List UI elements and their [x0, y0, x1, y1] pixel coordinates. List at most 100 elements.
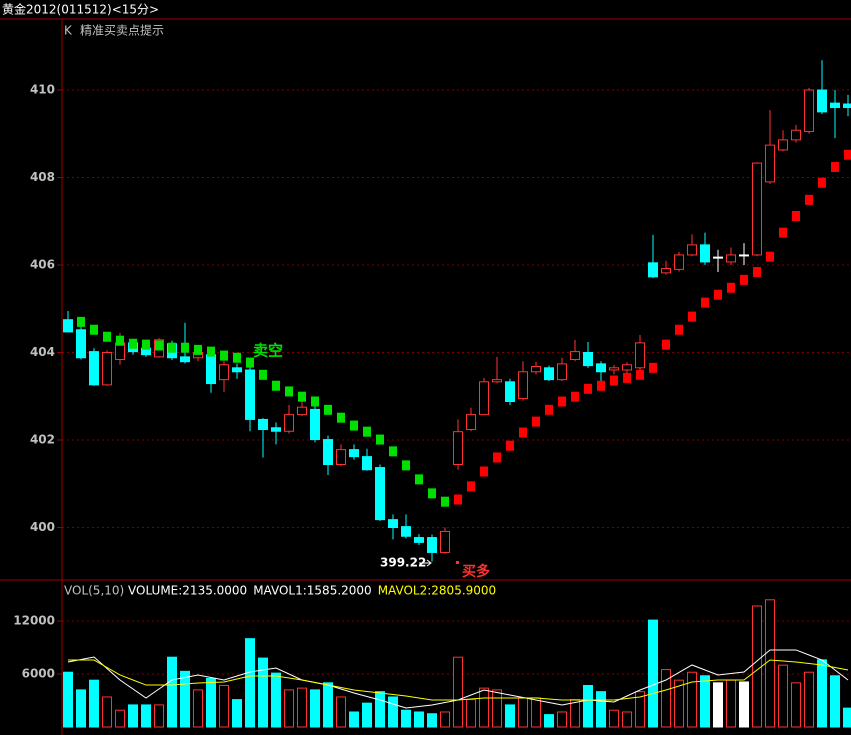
signal-marker [818, 177, 826, 188]
volume-bar [89, 679, 99, 728]
volume-bar [440, 711, 450, 728]
candle-body [739, 254, 749, 257]
annotation: 399.22 [380, 556, 426, 570]
volume-bar [583, 684, 593, 728]
signal-marker [454, 494, 462, 505]
signal-marker [77, 316, 85, 327]
volume-bar [817, 659, 827, 728]
candle-body [791, 129, 801, 141]
volume-bar [700, 675, 710, 728]
candle-body [180, 356, 190, 363]
volume-readout: VOLUME:2135.0000 [128, 584, 247, 598]
volume-bar [635, 691, 645, 728]
volume-bar [518, 697, 528, 728]
signal-marker [831, 162, 839, 172]
signal-marker [298, 391, 306, 402]
volume-label: VOL(5,10) [64, 584, 124, 598]
signal-marker [155, 340, 163, 351]
candle-body [414, 537, 424, 543]
candle-body [505, 381, 515, 402]
signal-marker [441, 496, 449, 507]
signal-marker [376, 434, 384, 445]
annotation: 买多 [462, 563, 490, 580]
candle-body [336, 449, 346, 465]
volume-bar [206, 677, 216, 728]
volume-bar [570, 699, 580, 728]
signal-marker [714, 289, 722, 300]
y-tick-label: 12000 [13, 613, 55, 627]
volume-bar [336, 696, 346, 728]
volume-bar [76, 689, 86, 728]
candle-body [310, 408, 320, 441]
volume-bar [752, 605, 762, 728]
candle-body [700, 244, 710, 263]
volume-bar [193, 689, 203, 728]
volume-bar [310, 689, 320, 728]
candle-body [713, 256, 723, 259]
volume-bar [271, 672, 281, 728]
candle-body [76, 329, 86, 359]
candle-body [349, 449, 359, 458]
signal-marker [558, 396, 566, 407]
candle-body [102, 352, 112, 386]
volume-bar [843, 707, 851, 728]
signal-marker [350, 420, 358, 431]
candle-body [635, 342, 645, 369]
candle-body [453, 431, 463, 465]
volume-bar [544, 714, 554, 728]
volume-bar [791, 682, 801, 728]
volume-bar [479, 687, 489, 728]
y-tick-label: 406 [30, 258, 55, 272]
signal-marker [389, 446, 397, 457]
candle-body [687, 244, 697, 256]
volume-bar [258, 657, 268, 728]
signal-marker [792, 211, 800, 221]
volume-bar [713, 682, 723, 728]
volume-bar [427, 713, 437, 728]
volume-bar [141, 704, 151, 728]
signal-marker [610, 375, 618, 386]
candle-body [219, 364, 229, 381]
volume-bar [375, 691, 385, 728]
volume-bar [180, 670, 190, 728]
signal-marker [259, 369, 267, 380]
candle-body [479, 381, 489, 416]
candle-body [466, 414, 476, 430]
signal-marker [675, 324, 683, 335]
candle-body [427, 537, 437, 553]
candle-body [297, 406, 307, 416]
volume-bar [830, 675, 840, 728]
volume-bar [362, 702, 372, 728]
signal-marker [584, 383, 592, 394]
signal-marker [519, 427, 527, 438]
volume-bar [531, 697, 541, 728]
candle-body [258, 418, 268, 430]
y-tick-label: 410 [30, 83, 55, 97]
volume-bar [492, 689, 502, 728]
candle-body [648, 262, 658, 278]
volume-bar [323, 682, 333, 728]
volume-readout: MAVOL2:2805.9000 [378, 584, 497, 598]
volume-bar [739, 681, 749, 728]
candle-body [440, 530, 450, 553]
volume-readout: MAVOL1:1585.2000 [253, 584, 372, 598]
signal-marker [363, 426, 371, 437]
y-tick-label: 6000 [22, 666, 55, 680]
candle-body [323, 439, 333, 465]
volume-bar [778, 664, 788, 728]
candle-body [830, 102, 840, 108]
signal-marker [506, 440, 514, 451]
signal-marker [142, 339, 150, 350]
candle-body [401, 526, 411, 537]
volume-bar [401, 709, 411, 728]
volume-bar [154, 704, 164, 728]
signal-marker [805, 194, 813, 205]
volume-bar [349, 711, 359, 728]
signal-marker [532, 416, 540, 427]
window-title: 黄金2012(011512)<15分> [2, 2, 159, 17]
volume-bar [245, 638, 255, 728]
candle-body [492, 379, 502, 383]
signal-marker [90, 324, 98, 335]
volume-bar [63, 671, 73, 728]
